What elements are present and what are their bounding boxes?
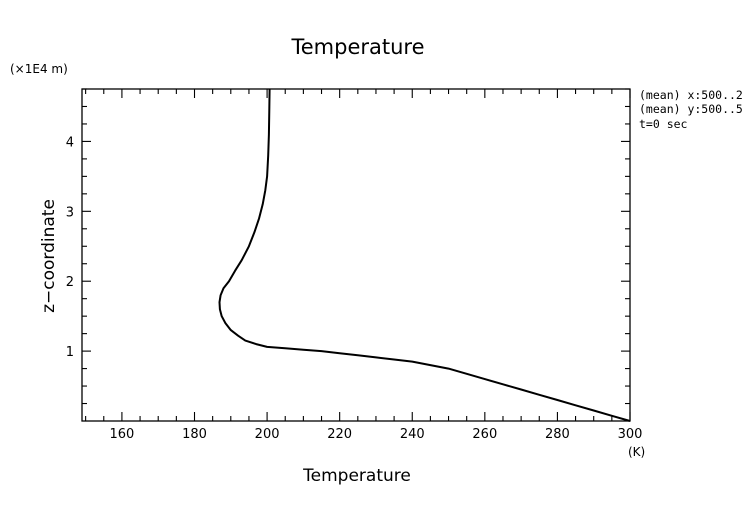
x-tick-label: 260 (472, 427, 497, 442)
chart-title: Temperature (290, 35, 424, 59)
y-tick-label: 4 (66, 135, 74, 150)
annotation-time: t=0 sec (639, 117, 687, 131)
y-tick-label: 3 (66, 205, 74, 220)
x-tick-label: 240 (400, 427, 425, 442)
x-tick-label: 200 (255, 427, 280, 442)
x-tick-label: 300 (618, 427, 643, 442)
axis-ticks (82, 88, 631, 421)
y-unit-label: (×1E4 m) (10, 62, 68, 76)
x-unit-label: (K) (628, 445, 645, 459)
x-tick-label: 180 (182, 427, 207, 442)
x-tick-label: 160 (110, 427, 135, 442)
series-line-temperature (218, 88, 631, 422)
y-tick-label: 1 (66, 345, 74, 360)
annotation-mean-x: (mean) x:500..2 (639, 88, 743, 102)
annotation-mean-y: (mean) y:500..5 (639, 102, 743, 116)
axis-tick-labels: 160 180 200 220 240 260 280 300 1 2 3 4 (66, 135, 643, 442)
y-tick-label: 2 (66, 275, 74, 290)
x-tick-label: 280 (545, 427, 570, 442)
x-axis-label: Temperature (302, 466, 411, 486)
y-axis-label: z−coordinate (39, 199, 59, 313)
x-tick-label: 220 (327, 427, 352, 442)
plot-frame (81, 88, 631, 422)
